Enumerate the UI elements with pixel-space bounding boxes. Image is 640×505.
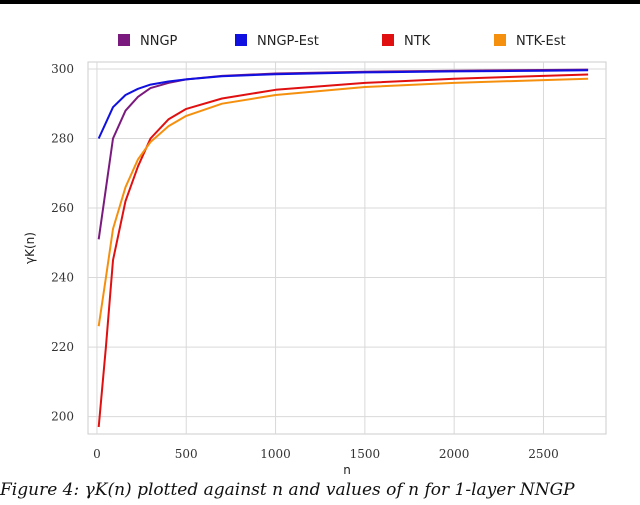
y-tick-label: 200 [51,410,74,424]
x-axis-ticks: 0 500 1000 1500 2000 2500 [93,447,559,461]
y-tick-label: 220 [51,340,74,354]
grid [88,62,606,434]
x-tick-label: 1000 [260,447,291,461]
plot-area [87,61,607,435]
figure-caption: Figure 4: γK(n) plotted against n and va… [0,480,575,500]
series-line-ntk-est [97,77,589,327]
series-line-ntk [97,73,589,428]
line-chart: NNGP NNGP-Est NTK NTK-Est 0 500 1000 1500 2000 2… [0,0,640,477]
x-axis-label: n [343,463,351,477]
y-tick-label: 300 [51,62,74,76]
series-layer [97,68,589,428]
legend-label: NTK-Est [516,34,566,49]
legend-swatch [494,34,506,46]
legend-swatch [382,34,394,46]
y-axis-ticks: 200 220 240 260 280 300 [51,62,74,424]
legend-label: NTK [404,34,431,49]
legend-label: NNGP-Est [257,34,319,49]
legend: NNGP NNGP-Est NTK NTK-Est [118,34,566,49]
legend-label: NNGP [140,34,178,49]
legend-swatch [235,34,247,46]
x-tick-label: 0 [93,447,101,461]
y-tick-label: 280 [51,131,74,145]
top-border [0,0,640,4]
legend-swatch [118,34,130,46]
y-tick-label: 260 [51,201,74,215]
x-tick-label: 2500 [528,447,559,461]
x-tick-label: 2000 [439,447,470,461]
y-axis-label: γK(n) [23,232,37,264]
x-tick-label: 500 [175,447,198,461]
series-line-nngp-est [97,69,589,139]
x-tick-label: 1500 [350,447,381,461]
y-tick-label: 240 [51,271,74,285]
